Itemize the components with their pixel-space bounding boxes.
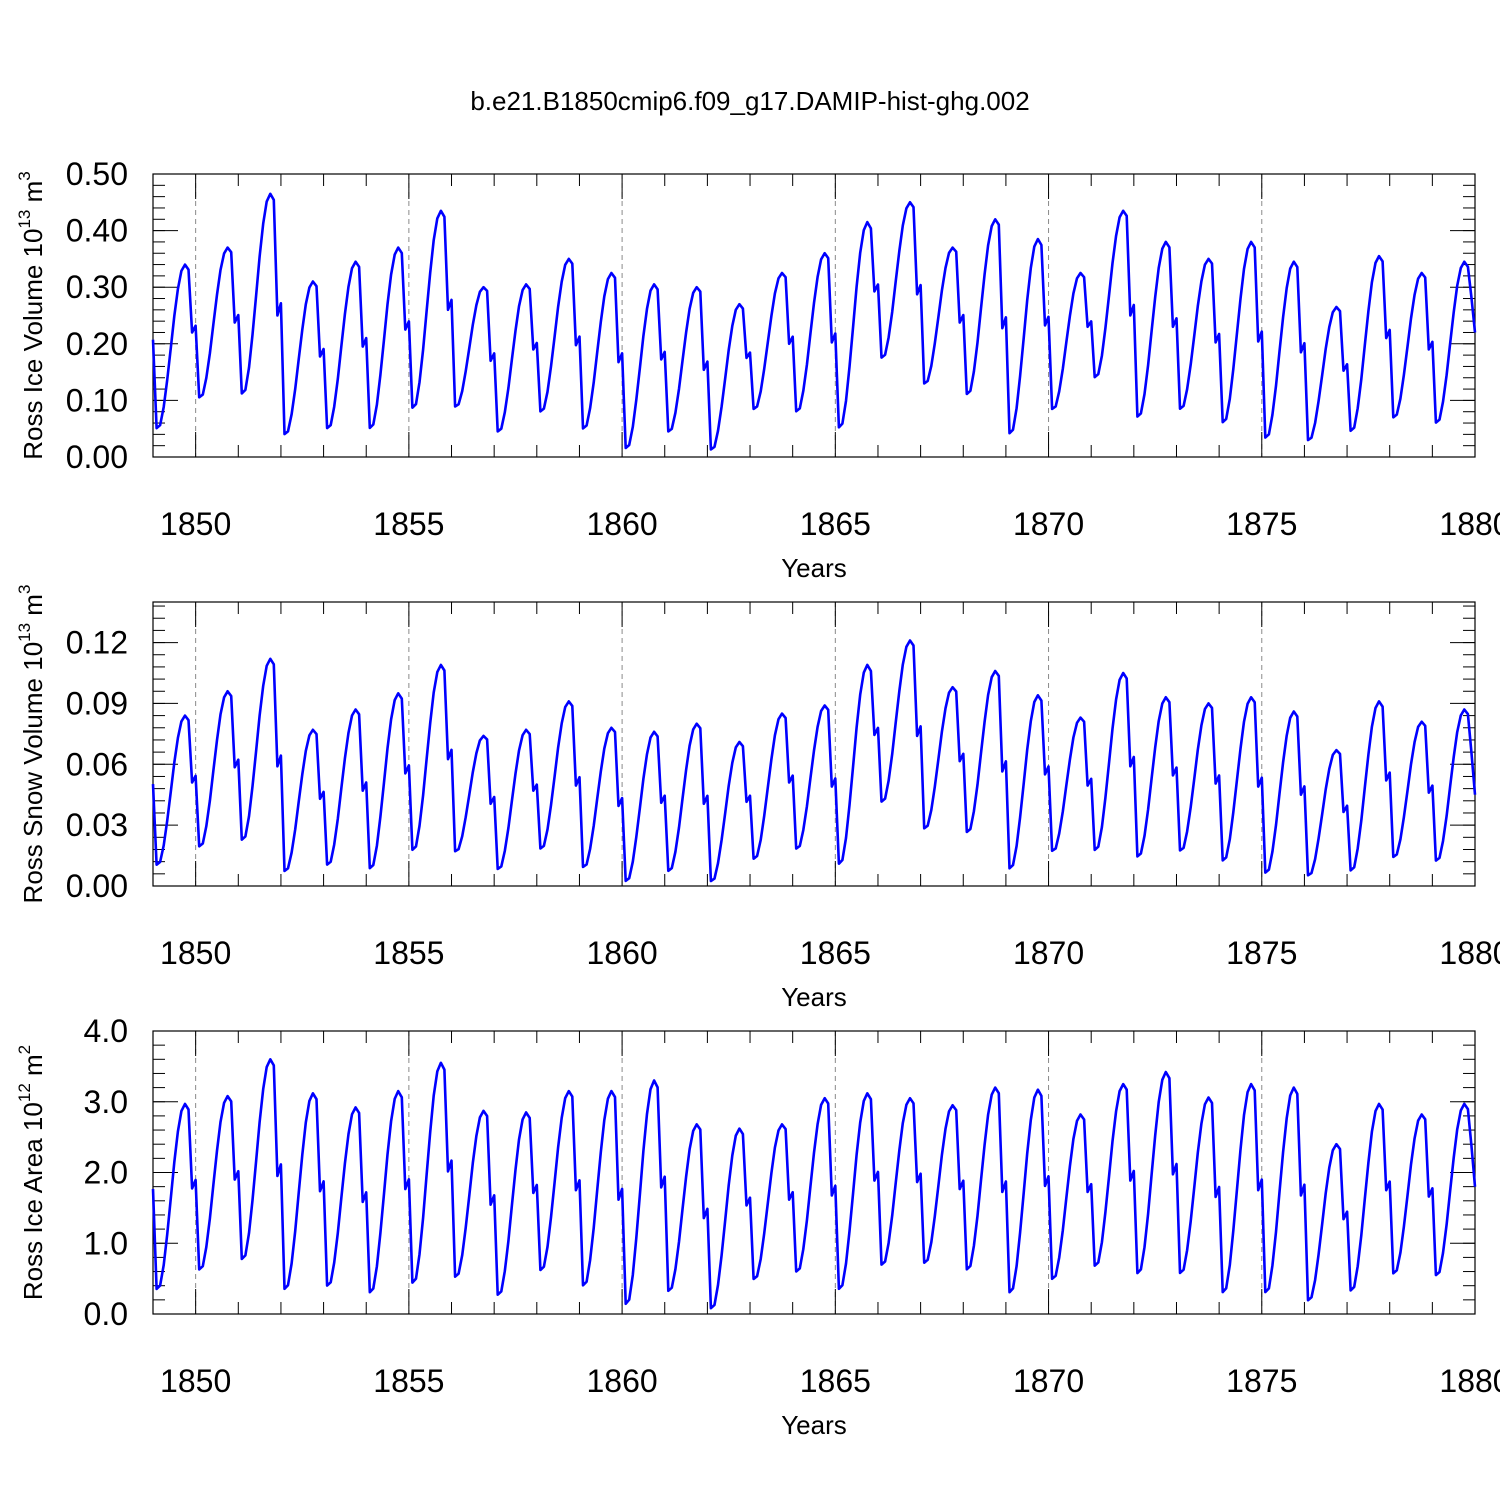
y-tick-label: 0.0 [84, 1296, 128, 1332]
y-tick-label: 0.50 [66, 156, 128, 192]
x-tick-label: 1850 [160, 506, 231, 542]
series-line-ross-snow-volume [151, 639, 1477, 883]
x-tick-label: 1865 [800, 935, 871, 971]
x-tick-label: 1855 [373, 1363, 444, 1399]
plot-frame [152, 1030, 1476, 1315]
x-axis-label: Years [781, 982, 847, 1012]
y-tick-label: 0.03 [66, 807, 128, 843]
x-tick-label: 1850 [160, 1363, 231, 1399]
x-tick-label: 1865 [800, 1363, 871, 1399]
x-tick-label: 1875 [1226, 506, 1297, 542]
y-tick-label: 0.00 [66, 439, 128, 475]
figure-title: b.e21.B1850cmip6.f09_g17.DAMIP-hist-ghg.… [470, 86, 1029, 116]
y-axis-label: Ross Ice Volume 1013 m3 [15, 171, 48, 460]
x-tick-label: 1875 [1226, 1363, 1297, 1399]
x-tick-label: 1870 [1013, 935, 1084, 971]
x-tick-label: 1875 [1226, 935, 1297, 971]
x-tick-label: 1855 [373, 506, 444, 542]
y-tick-label: 3.0 [84, 1084, 128, 1120]
x-tick-label: 1860 [587, 1363, 658, 1399]
x-tick-label: 1850 [160, 935, 231, 971]
x-axis-label: Years [781, 553, 847, 583]
x-tick-label: 1865 [800, 506, 871, 542]
panel-3: 0.0 1.0 2.0 3.0 4.0 1850 1855 1860 1865 1870 1875 1… [15, 1013, 1500, 1440]
x-tick-label: 1870 [1013, 1363, 1084, 1399]
x-tick-label: 1880 [1439, 506, 1500, 542]
y-tick-label: 0.10 [66, 382, 128, 418]
plot-frame [152, 601, 1476, 887]
series-line-ross-ice-area [151, 1058, 1477, 1310]
panel-1: 0.00 0.10 0.20 0.30 0.40 0.50 1850 1855 1860 1865… [15, 156, 1500, 583]
y-tick-label: 0.40 [66, 213, 128, 249]
y-tick-label: 2.0 [84, 1155, 128, 1191]
x-tick-label: 1870 [1013, 506, 1084, 542]
x-tick-label: 1855 [373, 935, 444, 971]
y-tick-label: 0.00 [66, 868, 128, 904]
y-tick-label: 0.09 [66, 685, 128, 721]
y-tick-label: 0.20 [66, 326, 128, 362]
y-tick-label: 4.0 [84, 1013, 128, 1049]
panel-2: 0.00 0.03 0.06 0.09 0.12 1850 1855 1860 1865 1870… [15, 585, 1500, 1012]
x-tick-label: 1880 [1439, 1363, 1500, 1399]
panels-container: 0.00 0.10 0.20 0.30 0.40 0.50 1850 1855 1860 1865… [15, 156, 1500, 1440]
plot-frame [152, 173, 1476, 458]
y-axis-label: Ross Snow Volume 1013 m3 [15, 585, 48, 904]
y-tick-label: 1.0 [84, 1225, 128, 1261]
y-tick-label: 0.30 [66, 269, 128, 305]
x-tick-label: 1880 [1439, 935, 1500, 971]
x-axis-label: Years [781, 1410, 847, 1440]
y-tick-label: 0.06 [66, 746, 128, 782]
x-tick-label: 1860 [587, 506, 658, 542]
x-tick-label: 1860 [587, 935, 658, 971]
y-axis-label: Ross Ice Area 1012 m2 [15, 1045, 48, 1300]
series-line-ross-ice-volume [151, 192, 1477, 451]
y-tick-label: 0.12 [66, 625, 128, 661]
